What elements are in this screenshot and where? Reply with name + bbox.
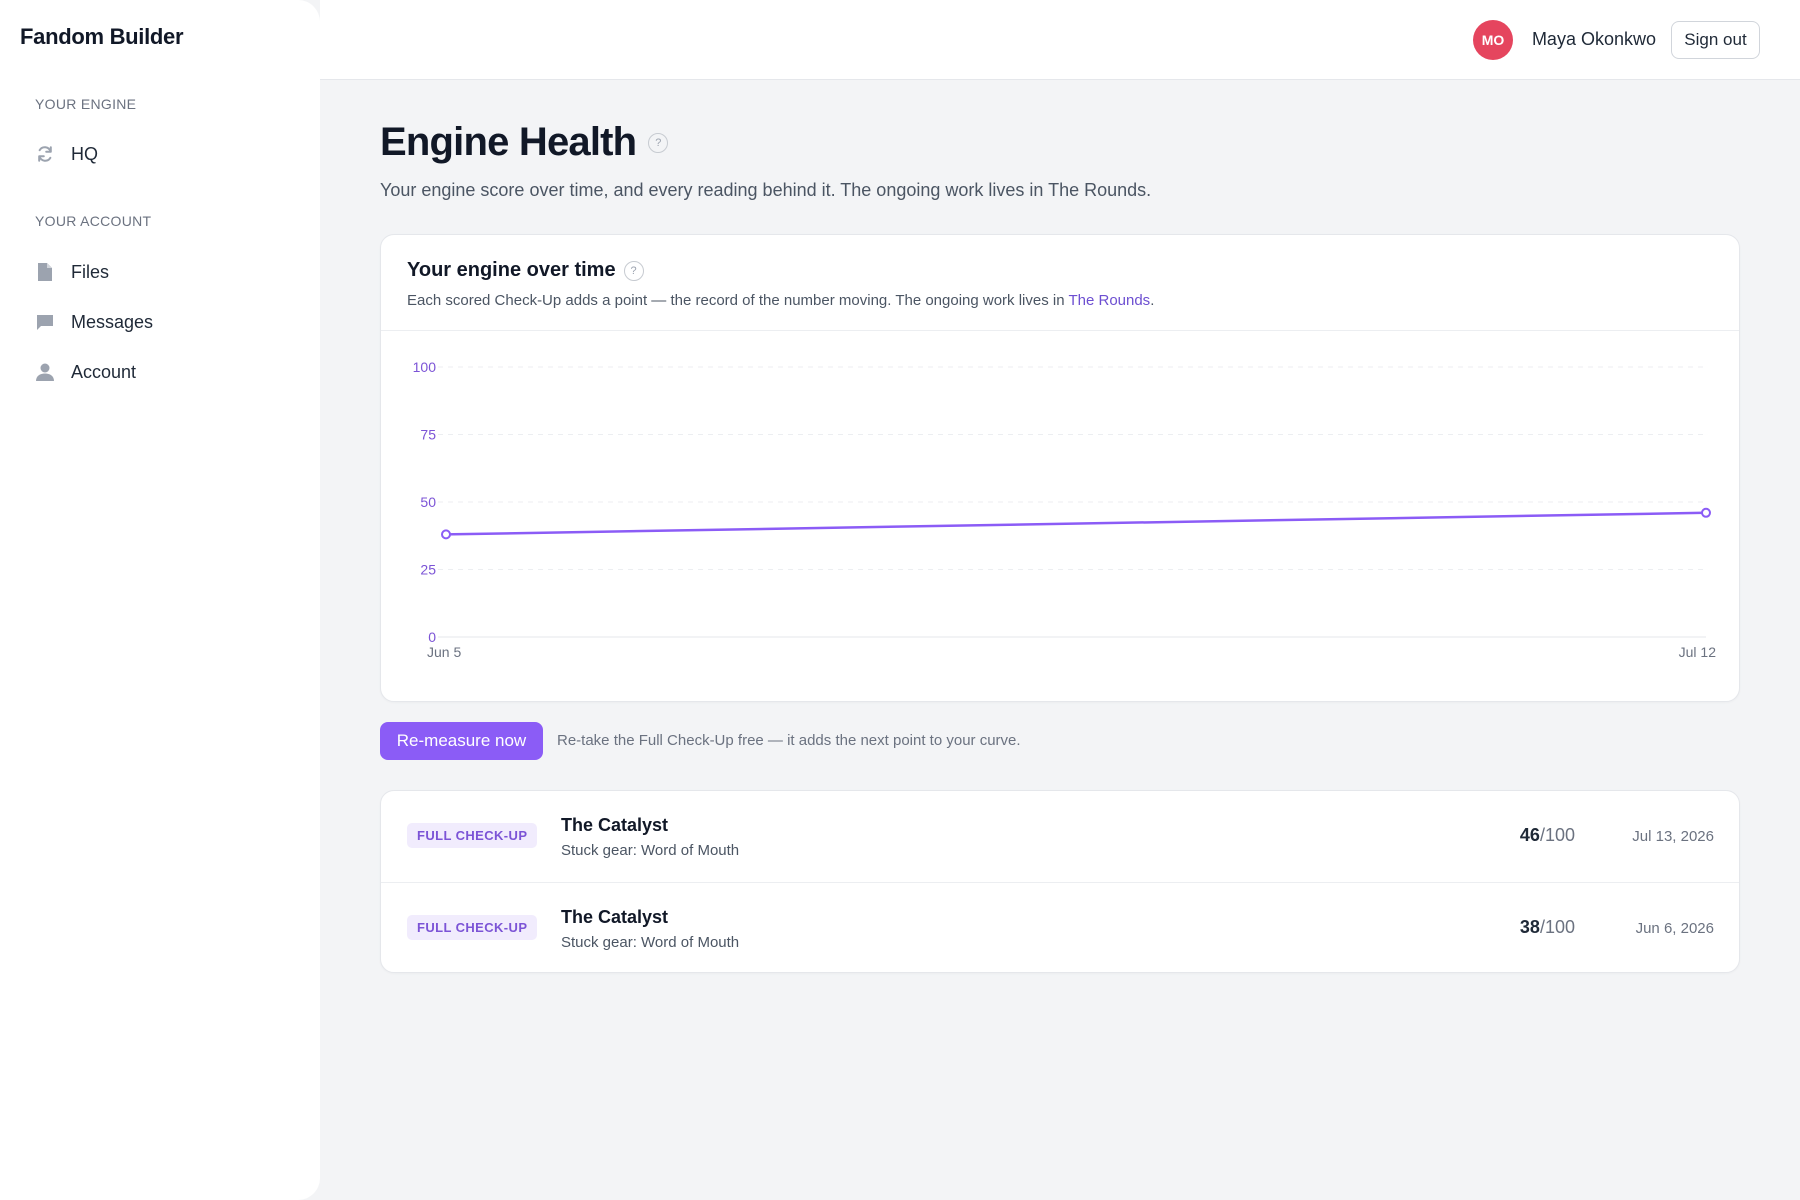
reading-title: The Catalyst (561, 907, 669, 927)
sidebar-item-files[interactable]: Files (35, 261, 109, 283)
reading-date: Jun 6, 2026 (1635, 920, 1714, 937)
sidebar-section-your-engine: YOUR ENGINE (35, 96, 137, 112)
top-bar: MO Maya Okonkwo Sign out (320, 0, 1800, 80)
sidebar-item-label: Files (71, 261, 110, 282)
avatar[interactable]: MO (1473, 20, 1513, 60)
page-subtitle: Your engine score over time, and every r… (380, 180, 1152, 200)
brand-logo-text[interactable]: Fandom Builder (20, 24, 184, 49)
reading-score: 46/100 (1520, 825, 1575, 846)
sidebar-item-label: Account (71, 361, 137, 382)
list-item[interactable]: FULL CHECK-UP The Catalyst Stuck gear: W… (381, 791, 1739, 882)
page-title: Engine Health ? (380, 120, 669, 165)
series-line (445, 511, 1707, 536)
reading-title: The Catalyst (561, 815, 669, 835)
chart-description: Each scored Check-Up adds a point — the … (407, 292, 1713, 309)
sidebar-item-account[interactable]: Account (35, 361, 136, 383)
y-tick-label: 100 (413, 359, 437, 375)
file-icon (35, 261, 55, 283)
y-tick-label: 0 (428, 629, 436, 645)
sign-out-button[interactable]: Sign out (1671, 21, 1760, 59)
help-icon[interactable]: ? (623, 260, 644, 281)
chart-header: Your engine over time ? Each scored Chec… (381, 235, 1739, 331)
score-max: /100 (1539, 917, 1575, 937)
engine-chart-card: Your engine over time ? Each scored Chec… (380, 234, 1740, 702)
sidebar-item-messages[interactable]: Messages (35, 311, 153, 333)
y-tick-label: 25 (420, 562, 436, 578)
sidebar-item-label: Messages (71, 311, 154, 332)
page-title-text: Engine Health (380, 120, 637, 164)
engine-line-chart: 0 25 50 75 100 Jun 5 Jul 12 (413, 359, 1717, 660)
score-value: 38 (1519, 917, 1540, 937)
reading-subtitle: Stuck gear: Word of Mouth (561, 842, 740, 859)
x-tick-label: Jun 5 (427, 644, 461, 660)
chart-title-text: Your engine over time (407, 259, 616, 281)
y-tick-label: 50 (420, 494, 436, 510)
the-rounds-link[interactable]: The Rounds (1068, 292, 1151, 309)
sidebar-section-your-account: YOUR ACCOUNT (35, 213, 152, 229)
re-measure-now-button[interactable]: Re-measure now (380, 722, 543, 760)
chart-description-suffix: . (1150, 292, 1155, 309)
message-icon (35, 311, 55, 333)
check-up-type-badge: FULL CHECK-UP (407, 915, 538, 940)
data-point (441, 529, 451, 540)
x-tick-label: Jul 12 (1679, 644, 1717, 660)
list-item[interactable]: FULL CHECK-UP The Catalyst Stuck gear: W… (381, 882, 1739, 973)
chart-title: Your engine over time ? (407, 259, 1713, 282)
reading-subtitle: Stuck gear: Word of Mouth (561, 934, 740, 951)
reading-score: 38/100 (1520, 917, 1575, 938)
help-icon[interactable]: ? (648, 132, 669, 153)
refresh-icon (35, 143, 55, 165)
sidebar-item-label: HQ (71, 143, 98, 164)
reading-date: Jul 13, 2026 (1632, 828, 1714, 845)
score-value: 46 (1519, 825, 1540, 845)
re-measure-note: Re-take the Full Check-Up free — it adds… (557, 732, 1021, 749)
sidebar: Fandom Builder YOUR ENGINE HQ YOUR ACCOU… (0, 0, 320, 1200)
user-name: Maya Okonkwo (1531, 29, 1656, 49)
y-tick-label: 75 (420, 427, 436, 443)
score-max: /100 (1539, 825, 1575, 845)
data-point (1701, 507, 1711, 518)
readings-list: FULL CHECK-UP The Catalyst Stuck gear: W… (380, 790, 1740, 973)
check-up-type-badge: FULL CHECK-UP (407, 823, 538, 848)
user-icon (35, 361, 55, 383)
sidebar-item-hq[interactable]: HQ (35, 143, 98, 165)
chart-description-text: Each scored Check-Up adds a point — the … (407, 292, 1069, 309)
